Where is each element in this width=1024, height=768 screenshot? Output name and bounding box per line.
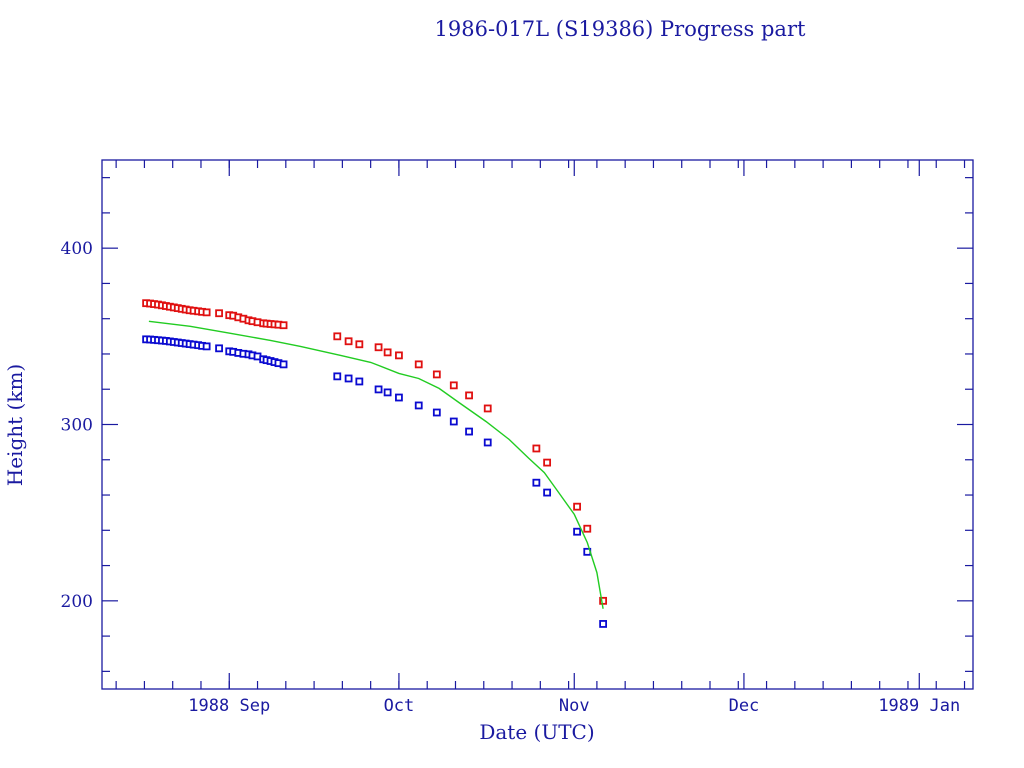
data-point-perigee — [279, 360, 288, 369]
data-point-apogee — [465, 391, 473, 400]
data-point-perigee — [432, 408, 441, 417]
data-point-perigee — [355, 377, 364, 386]
y-tick-label: 200 — [61, 592, 93, 612]
data-point-perigee — [202, 342, 211, 351]
data-point-apogee — [414, 360, 423, 369]
data-point-apogee — [532, 444, 541, 453]
data-point-perigee — [599, 620, 608, 628]
x-tick-label: Oct — [384, 696, 415, 716]
data-point-perigee — [395, 393, 403, 402]
data-point-perigee — [414, 401, 423, 410]
data-point-apogee — [543, 458, 552, 467]
data-point-perigee — [374, 385, 383, 394]
y-tick-label: 400 — [61, 239, 93, 259]
x-axis: 1988 Sep Oct Nov Dec 1989 Jan — [115, 160, 966, 716]
y-axis-label: Height (km) — [3, 364, 27, 486]
data-point-perigee — [573, 527, 581, 536]
data-point-apogee — [279, 321, 288, 330]
data-point-perigee — [543, 488, 552, 497]
series-perigee — [142, 335, 608, 628]
data-point-apogee — [599, 596, 608, 605]
series-apogee — [142, 299, 608, 605]
plot-series — [142, 299, 608, 628]
data-point-apogee — [395, 351, 403, 360]
data-point-apogee — [215, 309, 223, 318]
data-point-apogee — [483, 404, 492, 413]
data-point-perigee — [532, 478, 541, 487]
data-point-perigee — [333, 372, 342, 381]
x-tick-label: 1988 Sep — [188, 696, 270, 716]
data-point-apogee — [432, 370, 441, 379]
data-point-apogee — [383, 348, 392, 357]
plot-border — [101, 159, 974, 690]
data-point-perigee — [215, 344, 223, 353]
data-point-apogee — [202, 308, 211, 317]
chart-title: 1986-017L (S19386) Progress part — [435, 17, 806, 41]
data-point-perigee — [383, 388, 392, 397]
data-point-perigee — [344, 374, 353, 383]
y-axis: 200 300 400 — [61, 177, 973, 672]
y-tick-label: 300 — [61, 416, 93, 436]
data-point-perigee — [465, 427, 473, 436]
data-point-apogee — [344, 337, 353, 346]
x-tick-label: Dec — [729, 696, 760, 716]
data-point-perigee — [449, 417, 458, 426]
series-line-mean — [148, 320, 604, 609]
data-point-apogee — [583, 524, 592, 533]
x-axis-label: Date (UTC) — [479, 720, 594, 744]
data-point-apogee — [449, 381, 458, 390]
data-point-apogee — [355, 340, 364, 349]
data-point-apogee — [573, 502, 581, 511]
plot-frame — [101, 159, 974, 690]
data-point-apogee — [333, 332, 342, 341]
x-tick-label: 1989 Jan — [878, 696, 960, 716]
x-tick-label: Nov — [559, 696, 590, 716]
data-point-perigee — [483, 438, 492, 447]
data-point-apogee — [374, 343, 383, 352]
